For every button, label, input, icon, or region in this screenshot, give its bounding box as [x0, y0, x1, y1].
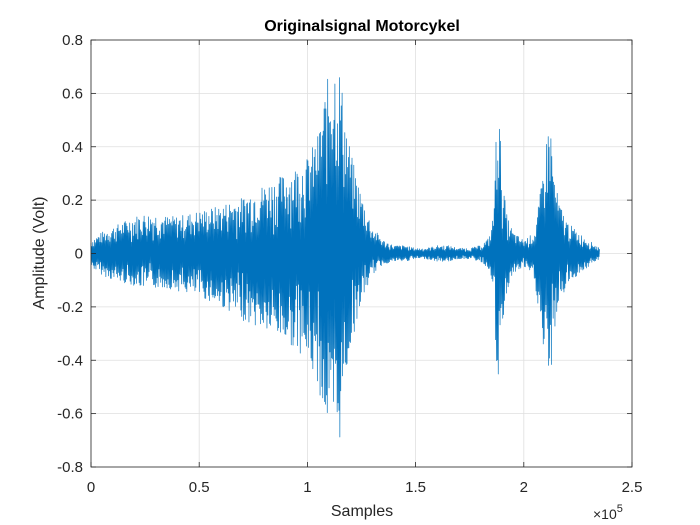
x-exponent-base: ×10	[593, 506, 617, 522]
x-exponent-label: ×105	[593, 503, 623, 522]
signal-series	[90, 77, 600, 438]
x-tick-label: 2.5	[622, 479, 643, 496]
y-tick-label: 0	[75, 246, 83, 263]
x-tick-label: 1.5	[405, 479, 426, 496]
y-tick-label: -0.4	[57, 352, 83, 369]
y-tick-label: 0.4	[62, 139, 83, 156]
x-tick-label: 1	[303, 479, 311, 496]
y-tick-label: 0.8	[62, 32, 83, 49]
x-tick-label: 0	[87, 479, 95, 496]
y-tick-label: -0.2	[57, 299, 83, 316]
axis-ticks: 0 0.5 1 1.5 2 2.5 -0.8 -0.6 -0.4 -0.2 0 0.2 0.4 0.6 0.…	[57, 32, 642, 496]
chart-title: Originalsignal Motorcykel	[264, 18, 460, 35]
signal-line	[90, 77, 600, 438]
y-tick-label: 0.2	[62, 192, 83, 209]
y-tick-label: -0.8	[57, 459, 83, 476]
y-axis-label: Amplitude (Volt)	[31, 197, 48, 310]
x-axis-label: Samples	[331, 503, 393, 520]
y-tick-label: -0.6	[57, 406, 83, 423]
x-tick-label: 0.5	[189, 479, 210, 496]
x-exponent-power: 5	[617, 503, 623, 515]
x-tick-label: 2	[520, 479, 528, 496]
y-tick-label: 0.6	[62, 85, 83, 102]
